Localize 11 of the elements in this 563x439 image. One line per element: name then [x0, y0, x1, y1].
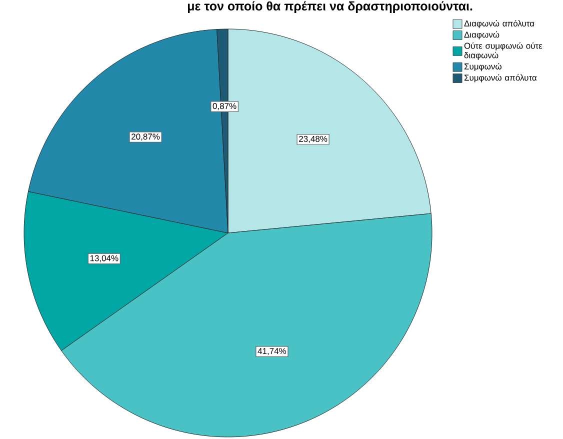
legend-label: Διαφωνώ — [464, 31, 500, 40]
legend-label: Διαφωνώ απόλυτα — [464, 20, 534, 28]
data-label: 13,04% — [90, 255, 118, 262]
legend-label: Συμφωνώ απόλυτα — [464, 74, 537, 82]
data-label: 0,87% — [212, 103, 236, 110]
data-label: 20,87% — [132, 134, 160, 141]
chart-title: με τον οποίο θα πρέπει να δραστηριοποιούνται. — [188, 1, 472, 13]
data-label: 23,48% — [299, 136, 328, 143]
data-label: 41,74% — [258, 348, 286, 356]
legend-label: Ούτε συμφωνώ ούτε διαφωνώ — [464, 42, 542, 60]
legend-label: Συμφωνώ — [464, 63, 502, 72]
